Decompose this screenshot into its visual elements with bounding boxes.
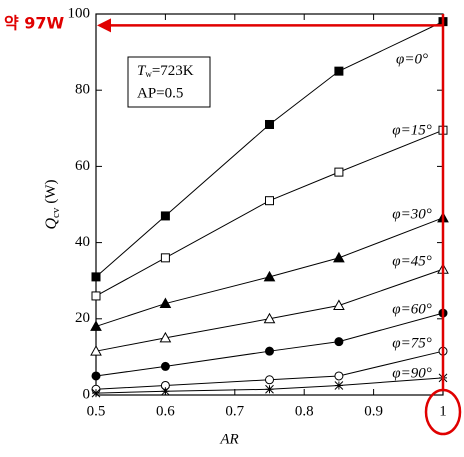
series-label: φ=0° (396, 51, 428, 67)
marker (265, 375, 274, 385)
x-tick-label: 0.8 (295, 403, 314, 419)
y-tick-label: 0 (83, 386, 91, 402)
y-tick-label: 60 (75, 158, 90, 174)
x-tick-label: 1 (439, 403, 447, 419)
marker (334, 66, 344, 76)
marker (91, 371, 101, 381)
series-label: φ=90° (392, 365, 431, 381)
y-tick-label: 100 (68, 5, 91, 21)
marker (263, 270, 276, 282)
marker (160, 253, 170, 263)
marker (265, 384, 274, 394)
y-tick-label: 20 (75, 310, 90, 326)
marker (265, 196, 274, 206)
inset-box (127, 56, 211, 108)
marker (90, 320, 102, 331)
marker (334, 167, 344, 177)
series-line (95, 268, 444, 352)
inset-line: AP=0.5 (137, 85, 183, 101)
marker (334, 381, 344, 390)
arrow-head (97, 18, 111, 33)
inset-sub: w (145, 69, 152, 79)
marker (334, 337, 344, 347)
highlight-ellipse (424, 388, 462, 436)
marker (333, 299, 345, 310)
y-tick-label: 80 (75, 82, 90, 98)
series-label: φ=45° (392, 253, 431, 269)
annotation-text: 약 97W (4, 14, 65, 33)
marker (91, 272, 101, 282)
inset-rest: =723K (152, 63, 194, 79)
x-axis-label: AR (219, 431, 238, 447)
marker (265, 119, 274, 129)
inset-line: Tw=723K (137, 63, 194, 79)
y-tick-label: 40 (75, 234, 90, 250)
marker (160, 361, 170, 371)
marker (265, 346, 274, 356)
y-label-unit: (W) (43, 179, 59, 203)
marker (159, 331, 172, 343)
y-label-main: Q (43, 218, 60, 230)
marker (160, 211, 170, 221)
y-axis-label: Qcv (W) (43, 179, 62, 229)
series-label: φ=75° (392, 335, 431, 351)
x-tick-label: 0.7 (225, 403, 244, 419)
series-label: φ=30° (392, 206, 431, 222)
series-label: φ=60° (392, 301, 431, 317)
marker (91, 388, 101, 398)
marker (90, 345, 102, 356)
marker (91, 291, 101, 301)
marker (333, 251, 345, 263)
marker (159, 297, 172, 309)
marker (334, 371, 344, 381)
series-label: φ=15° (392, 122, 431, 138)
y-label-sub: cv (50, 207, 62, 218)
marker (161, 386, 170, 396)
marker (263, 312, 276, 324)
x-tick-label: 0.9 (364, 403, 383, 419)
x-tick-label: 0.5 (87, 403, 106, 419)
x-tick-label: 0.6 (156, 403, 175, 419)
inset-main: T (137, 63, 147, 79)
